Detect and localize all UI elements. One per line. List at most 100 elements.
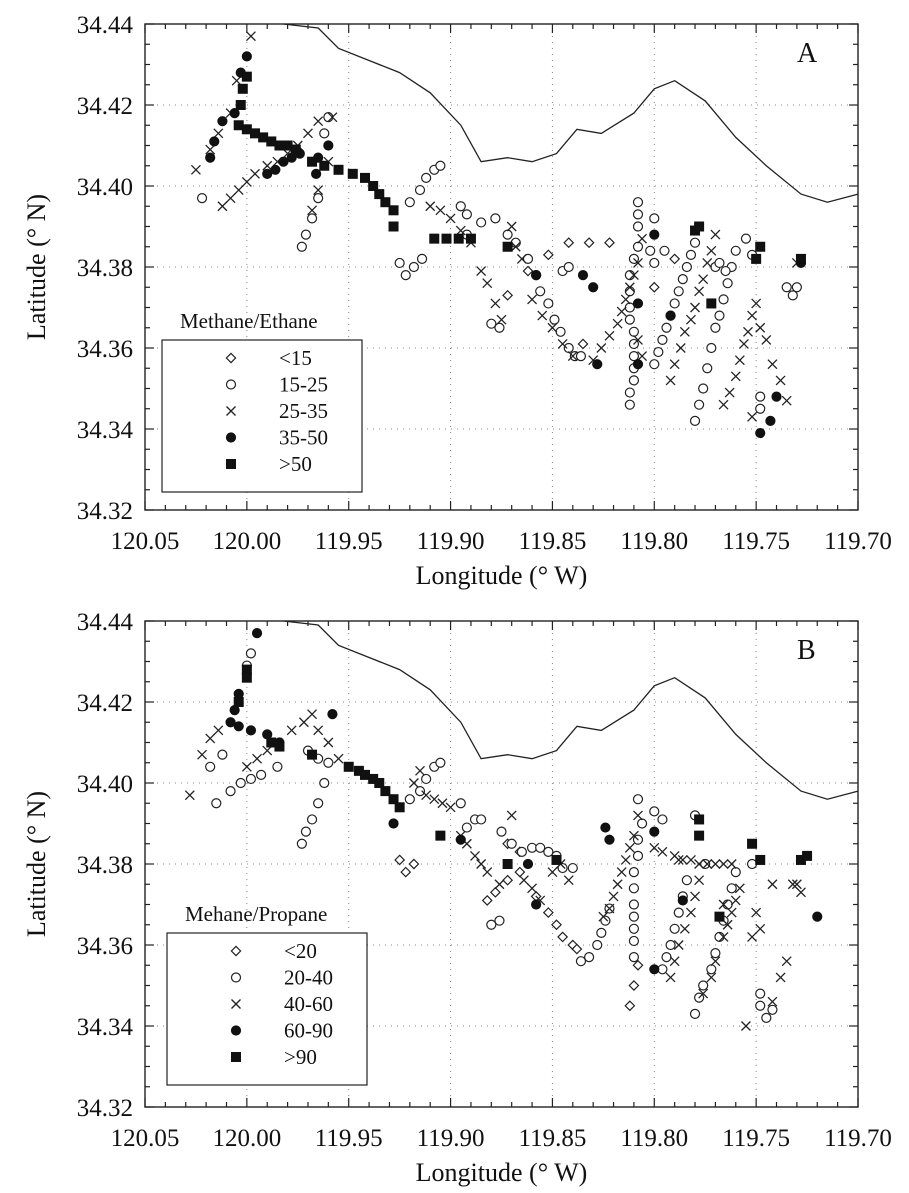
data-point-stroke xyxy=(518,875,529,886)
legend-entry: 20-40 xyxy=(284,966,333,990)
data-point xyxy=(600,822,611,833)
data-point xyxy=(455,225,466,236)
data-point xyxy=(747,931,758,942)
data-point xyxy=(252,753,263,764)
data-point xyxy=(596,343,607,353)
data-point xyxy=(681,261,692,273)
data-point xyxy=(404,197,415,208)
data-point-stroke xyxy=(333,753,344,764)
data-point xyxy=(718,899,729,910)
data-point xyxy=(628,351,640,362)
legend-marker xyxy=(226,459,236,469)
legend-entry: <15 xyxy=(279,346,312,370)
data-point xyxy=(600,915,611,926)
data-point xyxy=(694,399,705,410)
data-point xyxy=(563,875,574,886)
data-point xyxy=(213,725,224,736)
axis-ticks: 120.05 120.00 119.95 119.90 119.85 119.80 119.… xyxy=(77,609,892,1152)
data-point xyxy=(516,253,527,264)
data-point xyxy=(251,628,263,639)
data-point xyxy=(700,858,711,870)
data-point xyxy=(702,257,713,268)
data-point xyxy=(677,895,688,906)
data-point xyxy=(465,233,476,244)
data-point xyxy=(502,289,514,301)
data-point xyxy=(714,911,725,922)
data-point xyxy=(649,257,660,269)
data-point xyxy=(755,988,766,999)
data-point xyxy=(400,866,412,878)
data-point xyxy=(675,343,686,353)
data-point xyxy=(685,907,696,918)
data-point xyxy=(518,875,529,886)
data-point xyxy=(751,253,762,264)
data-point-stroke xyxy=(455,225,466,236)
data-point xyxy=(775,375,786,386)
series-diamond xyxy=(502,237,681,350)
data-point xyxy=(543,846,554,857)
x-tick-label: 120.05 xyxy=(111,528,180,555)
data-point xyxy=(669,359,680,370)
data-point xyxy=(435,205,446,216)
data-point xyxy=(527,294,538,305)
data-point xyxy=(494,322,505,333)
data-point xyxy=(551,919,562,931)
data-point-stroke xyxy=(743,326,753,337)
data-point-stroke xyxy=(718,859,729,869)
data-point xyxy=(522,253,534,264)
data-point xyxy=(205,144,216,155)
x-tick-label: 119.85 xyxy=(519,528,587,555)
data-point xyxy=(694,221,705,232)
data-point xyxy=(313,116,324,127)
data-point xyxy=(592,939,603,951)
data-point-stroke xyxy=(747,931,758,942)
data-point xyxy=(374,189,385,200)
data-point-stroke xyxy=(722,919,733,930)
data-point-stroke xyxy=(604,903,615,914)
data-point-stroke xyxy=(476,266,487,277)
data-point xyxy=(388,221,399,232)
data-point xyxy=(685,314,696,325)
data-point-stroke xyxy=(598,911,609,922)
data-point xyxy=(624,842,635,853)
data-point xyxy=(649,359,660,370)
data-point-stroke xyxy=(734,883,745,894)
data-point xyxy=(649,229,660,240)
data-point xyxy=(542,249,554,261)
data-point-stroke xyxy=(624,282,635,293)
data-point-stroke xyxy=(624,842,635,853)
data-point xyxy=(604,834,615,845)
data-point xyxy=(648,281,660,293)
series-square-filled xyxy=(233,664,813,922)
data-point xyxy=(482,278,493,289)
data-point xyxy=(616,306,627,317)
data-point xyxy=(233,185,244,196)
data-point-stroke xyxy=(516,253,527,264)
data-point xyxy=(791,879,802,890)
legend-marker-stroke xyxy=(231,999,241,1009)
legend-entry: >90 xyxy=(284,1045,317,1069)
data-point-stroke xyxy=(620,294,631,305)
data-point xyxy=(445,802,456,813)
data-point xyxy=(233,721,244,732)
data-point xyxy=(408,858,420,870)
data-point-stroke xyxy=(612,318,623,329)
y-tick-label: 34.40 xyxy=(77,771,133,798)
legend-box xyxy=(161,339,363,493)
data-point-stroke xyxy=(685,907,696,918)
data-point xyxy=(628,899,640,910)
data-point xyxy=(217,201,228,212)
data-point xyxy=(637,351,648,362)
data-point-stroke xyxy=(527,883,538,894)
data-point xyxy=(767,996,778,1007)
data-point xyxy=(184,790,195,801)
data-point-stroke xyxy=(706,972,717,983)
data-point-stroke xyxy=(282,148,293,159)
data-point xyxy=(637,233,648,244)
data-point-stroke xyxy=(633,257,643,268)
data-point-stroke xyxy=(537,310,548,321)
x-tick-label: 120.00 xyxy=(212,528,281,555)
data-point xyxy=(690,302,700,313)
data-point xyxy=(628,270,639,281)
data-point-stroke xyxy=(231,75,242,86)
